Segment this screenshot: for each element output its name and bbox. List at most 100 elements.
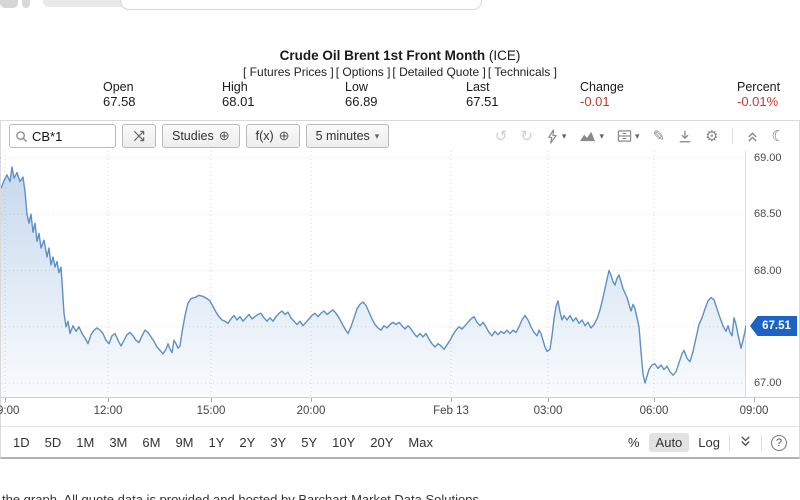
time-axis-tick xyxy=(654,398,655,402)
redo-button[interactable]: ↻ xyxy=(520,129,533,144)
time-axis[interactable]: 09:0012:0015:0020:00Feb 1303:0006:0009:0… xyxy=(1,397,800,426)
price-axis-label: 68.00 xyxy=(754,265,782,277)
range-button-20y[interactable]: 20Y xyxy=(370,435,393,450)
chart-plot[interactable]: 69.00 68.50 68.00 67.00 67.51 xyxy=(1,151,800,397)
chart-plot-area[interactable] xyxy=(1,151,746,397)
stat-percent: Percent-0.01% xyxy=(737,80,780,109)
stat-value: 68.01 xyxy=(222,95,255,109)
draw-icon: ✎ xyxy=(653,129,666,144)
magnifier-icon xyxy=(15,130,28,143)
alerts-dropdown[interactable]: ▾ xyxy=(546,129,567,144)
plus-circle-icon: ⊕ xyxy=(279,128,290,144)
collapse-icon xyxy=(746,130,759,143)
time-axis-tick xyxy=(451,398,452,402)
symbol-search-box[interactable] xyxy=(9,124,116,148)
price-axis-label: 67.00 xyxy=(754,377,782,389)
plus-circle-icon: ⊕ xyxy=(219,128,230,144)
compare-button[interactable] xyxy=(122,124,156,148)
time-axis-tick xyxy=(5,398,6,402)
draw-button[interactable]: ✎ xyxy=(653,129,666,144)
chart-toolbar: Studies ⊕ f(x) ⊕ 5 minutes ▾ ↺ ↻ ▾ ▾ ▾ xyxy=(1,121,799,151)
scale-controls: % Auto Log ? xyxy=(628,433,800,452)
undo-button[interactable]: ↺ xyxy=(495,129,508,144)
time-axis-label: 06:00 xyxy=(640,405,669,417)
range-button-1d[interactable]: 1D xyxy=(13,435,30,450)
stat-label: Open xyxy=(103,80,136,94)
header-link[interactable]: [ Futures Prices ] xyxy=(243,65,334,79)
scale-percent-button[interactable]: % xyxy=(628,435,640,450)
last-price-tag: 67.51 xyxy=(750,316,797,336)
header-link[interactable]: [ Options ] xyxy=(336,65,391,79)
range-button-3m[interactable]: 3M xyxy=(109,435,127,450)
instrument-name: Crude Oil Brent 1st Front Month xyxy=(280,48,486,63)
interval-dropdown[interactable]: 5 minutes ▾ xyxy=(306,124,390,148)
time-axis-tick xyxy=(548,398,549,402)
price-chart[interactable] xyxy=(1,151,746,397)
alerts-icon xyxy=(546,129,559,144)
chevron-down-icon: ▾ xyxy=(635,131,640,142)
range-button-1y[interactable]: 1Y xyxy=(209,435,225,450)
range-button-6m[interactable]: 6M xyxy=(142,435,160,450)
stat-high: High68.01 xyxy=(222,80,255,109)
page-title: Crude Oil Brent 1st Front Month (ICE) xyxy=(0,48,800,63)
range-button-10y[interactable]: 10Y xyxy=(332,435,355,450)
stat-label: Change xyxy=(580,80,624,94)
time-axis-tick xyxy=(108,398,109,402)
scale-log-button[interactable]: Log xyxy=(698,435,720,450)
footer-divider xyxy=(729,435,730,451)
time-axis-label: 03:00 xyxy=(534,405,563,417)
chevron-down-icon: ▾ xyxy=(562,131,567,142)
undo-icon: ↺ xyxy=(495,129,508,144)
chevrons-down-icon xyxy=(739,435,752,448)
range-button-2y[interactable]: 2Y xyxy=(239,435,255,450)
browser-tab-fragment[interactable] xyxy=(43,0,123,7)
browser-tab-fragment[interactable] xyxy=(120,0,482,10)
range-button-5d[interactable]: 5D xyxy=(45,435,62,450)
stat-label: Last xyxy=(466,80,499,94)
browser-chrome-fragment xyxy=(0,0,18,8)
header-link[interactable]: [ Technicals ] xyxy=(488,65,557,79)
stat-label: High xyxy=(222,80,255,94)
stat-change: Change-0.01 xyxy=(580,80,624,109)
chevron-down-icon: ▾ xyxy=(599,131,604,142)
time-axis-label: 20:00 xyxy=(297,405,326,417)
range-button-9m[interactable]: 9M xyxy=(175,435,193,450)
compare-arrows-icon xyxy=(132,129,146,143)
range-button-5y[interactable]: 5Y xyxy=(301,435,317,450)
expand-axis-button[interactable] xyxy=(739,435,752,451)
price-axis-label: 68.50 xyxy=(754,208,782,220)
time-axis-label: 12:00 xyxy=(94,405,123,417)
time-axis-label: 09:00 xyxy=(740,405,769,417)
scale-auto-button[interactable]: Auto xyxy=(649,433,690,452)
fx-button[interactable]: f(x) ⊕ xyxy=(246,124,300,148)
stat-value: 67.58 xyxy=(103,95,136,109)
range-buttons: 1D 5D 1M 3M 6M 9M 1Y 2Y 3Y 5Y 10Y 20Y Max xyxy=(1,435,433,450)
price-axis-label: 69.00 xyxy=(754,152,782,164)
symbol-input[interactable] xyxy=(32,129,102,144)
download-button[interactable] xyxy=(678,129,692,144)
layout-icon xyxy=(617,129,632,143)
gear-icon: ⚙ xyxy=(705,129,718,144)
stat-value: 67.51 xyxy=(466,95,499,109)
time-axis-label: Feb 13 xyxy=(433,405,469,417)
range-button-max[interactable]: Max xyxy=(408,435,433,450)
help-button[interactable]: ? xyxy=(771,435,787,451)
chart-type-icon xyxy=(579,129,596,143)
browser-chrome-fragment xyxy=(22,0,30,8)
stat-open: Open67.58 xyxy=(103,80,136,109)
time-axis-tick xyxy=(211,398,212,402)
range-button-3y[interactable]: 3Y xyxy=(270,435,286,450)
range-button-1m[interactable]: 1M xyxy=(76,435,94,450)
settings-button[interactable]: ⚙ xyxy=(705,129,718,144)
stat-value: -0.01% xyxy=(737,95,780,109)
page: { "header": { "title": "Crude Oil Brent … xyxy=(0,0,800,500)
dark-mode-button[interactable]: ☾ xyxy=(772,129,785,144)
collapse-button[interactable] xyxy=(746,130,759,143)
header-link[interactable]: [ Detailed Quote ] xyxy=(392,65,485,79)
layout-dropdown[interactable]: ▾ xyxy=(617,129,640,143)
chart-toolbar-right: ↺ ↻ ▾ ▾ ▾ ✎ ⚙ ☾ xyxy=(495,128,791,144)
chart-type-dropdown[interactable]: ▾ xyxy=(579,129,604,143)
time-axis-label: 09:00 xyxy=(0,405,19,417)
footer-divider xyxy=(761,435,762,451)
studies-button[interactable]: Studies ⊕ xyxy=(162,124,240,148)
